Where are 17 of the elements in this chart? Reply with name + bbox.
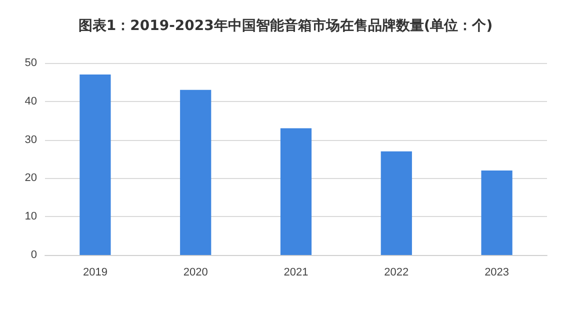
y-tick-label: 40 (24, 95, 37, 108)
y-tick-label: 50 (24, 57, 37, 69)
y-tick-label: 20 (24, 172, 37, 184)
y-tick-label: 30 (24, 134, 37, 146)
bar (180, 90, 212, 255)
x-tick-label: 2019 (82, 266, 108, 278)
x-tick-label: 2022 (384, 266, 409, 278)
x-tick-label: 2021 (284, 266, 308, 278)
bar (380, 151, 412, 255)
x-tick-label: 2023 (484, 266, 510, 278)
bar (481, 170, 512, 255)
y-tick-label: 10 (24, 210, 37, 223)
x-tick-label: 2020 (183, 266, 208, 278)
y-tick-label: 0 (30, 249, 37, 261)
bar (80, 74, 111, 255)
bar (280, 128, 312, 255)
chart-title: 图表1：2019-2023年中国智能音箱市场在售品牌数量(单位：个) (78, 17, 493, 34)
